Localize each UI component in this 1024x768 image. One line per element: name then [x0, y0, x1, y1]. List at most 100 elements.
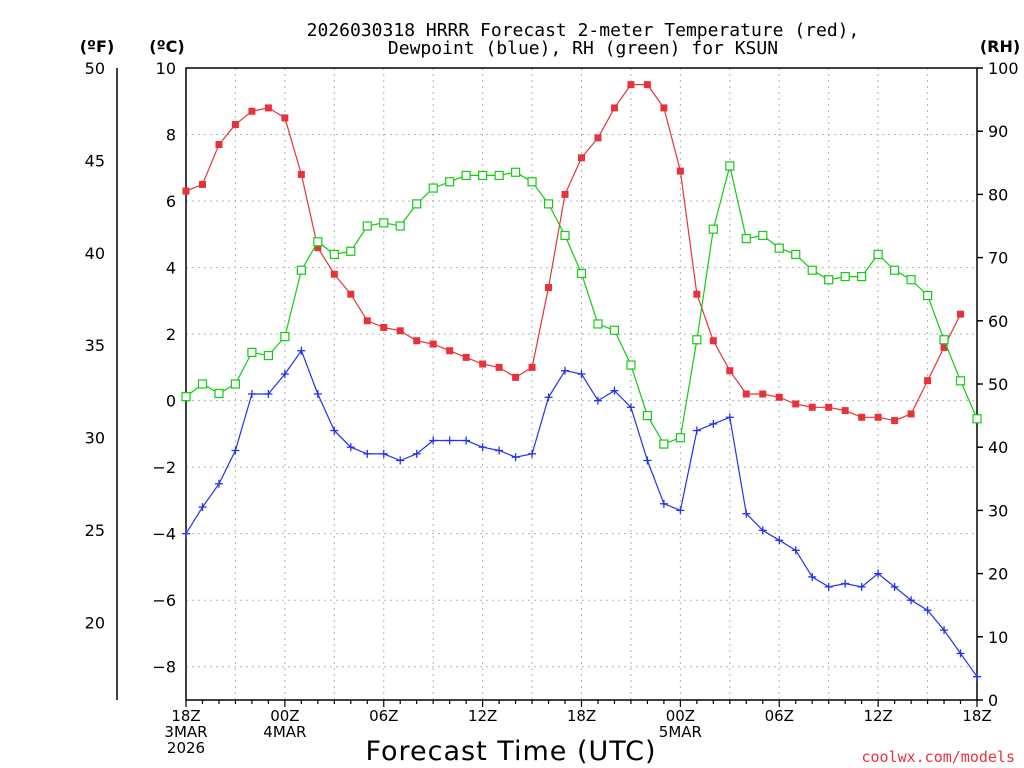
series-temperature [182, 81, 965, 425]
dewpoint-point [676, 506, 685, 515]
dewpoint-point [857, 582, 866, 591]
dewpoint-point [528, 449, 537, 458]
temperature-point [891, 417, 899, 425]
rh-point [313, 237, 323, 247]
temperature-point [759, 390, 767, 398]
rh-point [412, 199, 422, 209]
x-tick-label: 5MAR [659, 723, 702, 741]
dewpoint-point [462, 436, 471, 445]
rh-point [230, 379, 241, 389]
temperature-line [185, 83, 962, 422]
rh-tick-label: 20 [988, 565, 1008, 584]
celsius-tick-label: −8 [152, 658, 176, 677]
temperature-point [429, 340, 437, 348]
temperature-point [396, 327, 404, 335]
rh-point [807, 265, 817, 275]
grid-lines [186, 67, 977, 700]
celsius-tick-label: 2 [166, 325, 176, 344]
dewpoint-point [956, 649, 965, 658]
temperature-point [643, 81, 651, 89]
dewpoint-point [313, 389, 322, 398]
dewpoint-point [907, 596, 916, 605]
rh-point [445, 177, 455, 187]
dewpoint-point [478, 443, 487, 452]
temperature-point [528, 363, 536, 371]
rh-point [725, 161, 735, 171]
rh-point [428, 183, 438, 193]
fahrenheit-tick-label: 35 [85, 336, 105, 355]
dewpoint-point [445, 436, 454, 445]
temperature-point [594, 134, 602, 142]
tick-labels: −8 −6 −4 −2 0 2 4 6 8 10 20 25 30 35 40 45 50 0 10 20 30 40 50… [85, 59, 1019, 757]
rh-point [461, 170, 471, 181]
rh-point [675, 433, 685, 443]
fahrenheit-unit-label: (ºF) [80, 37, 115, 56]
rh-point [560, 230, 570, 241]
dewpoint-point [841, 579, 850, 588]
dewpoint-point [824, 582, 833, 591]
rh-point [840, 271, 850, 282]
rh-point [642, 411, 653, 421]
temperature-point [610, 104, 618, 112]
temperature-point [545, 284, 553, 292]
rh-tick-label: 40 [988, 438, 1008, 457]
rh-point [922, 290, 933, 301]
rh-point [758, 230, 768, 241]
temperature-point [858, 413, 866, 421]
rh-unit-label: (RH) [980, 37, 1020, 56]
dewpoint-point [692, 426, 701, 435]
temperature-point [578, 154, 585, 162]
rh-point [263, 350, 273, 361]
rh-point [873, 249, 883, 260]
rh-point [824, 275, 834, 285]
credit-text: coolwx.com/models [861, 748, 1015, 766]
rh-point [692, 335, 702, 345]
rh-point [527, 177, 537, 187]
rh-tick-label: 0 [988, 691, 998, 710]
dewpoint-point [659, 499, 668, 508]
rh-point [609, 325, 620, 335]
temperature-point [957, 310, 965, 318]
dewpoint-point [577, 370, 586, 379]
temperature-point [726, 367, 734, 375]
temperature-point [380, 323, 388, 331]
dewpoint-point [544, 393, 553, 402]
temperature-point [907, 410, 915, 418]
temperature-point [347, 290, 355, 298]
temperature-point [330, 270, 338, 278]
dewpoint-point [593, 396, 602, 405]
rh-point [972, 414, 982, 424]
rh-point [478, 170, 488, 181]
dewpoint-point [330, 426, 339, 435]
rh-point [626, 360, 636, 370]
fahrenheit-tick-label: 40 [85, 244, 105, 263]
rh-point [955, 376, 966, 386]
temperature-point [693, 290, 701, 298]
x-tick-label: 18Z [567, 707, 596, 725]
dewpoint-point [247, 389, 256, 398]
dewpoint-point [725, 413, 734, 422]
dewpoint-point [940, 626, 949, 635]
rh-point [741, 234, 751, 244]
dewpoint-point [709, 419, 718, 428]
rh-point [280, 332, 290, 342]
rh-tick-label: 90 [988, 122, 1008, 141]
series-dewpoint [182, 346, 981, 681]
x-tick-label: 18Z [962, 707, 991, 725]
x-tick-label: 06Z [369, 707, 398, 725]
chart-title-line2: Dewpoint (blue), RH (green) for KSUN [388, 38, 778, 59]
celsius-tick-label: 4 [166, 259, 176, 278]
dewpoint-point [412, 449, 421, 458]
fahrenheit-tick-label: 30 [85, 429, 105, 448]
temperature-point [363, 317, 371, 325]
temperature-point [297, 170, 305, 178]
rh-point [510, 167, 521, 177]
dewpoint-point [198, 503, 207, 512]
celsius-tick-label: 0 [166, 392, 176, 411]
dewpoint-point [890, 582, 899, 591]
x-tick-label: 12Z [863, 707, 892, 725]
rh-point [329, 249, 339, 260]
celsius-tick-label: 8 [166, 126, 176, 145]
temperature-point [924, 377, 932, 385]
celsius-tick-label: −4 [152, 525, 176, 544]
